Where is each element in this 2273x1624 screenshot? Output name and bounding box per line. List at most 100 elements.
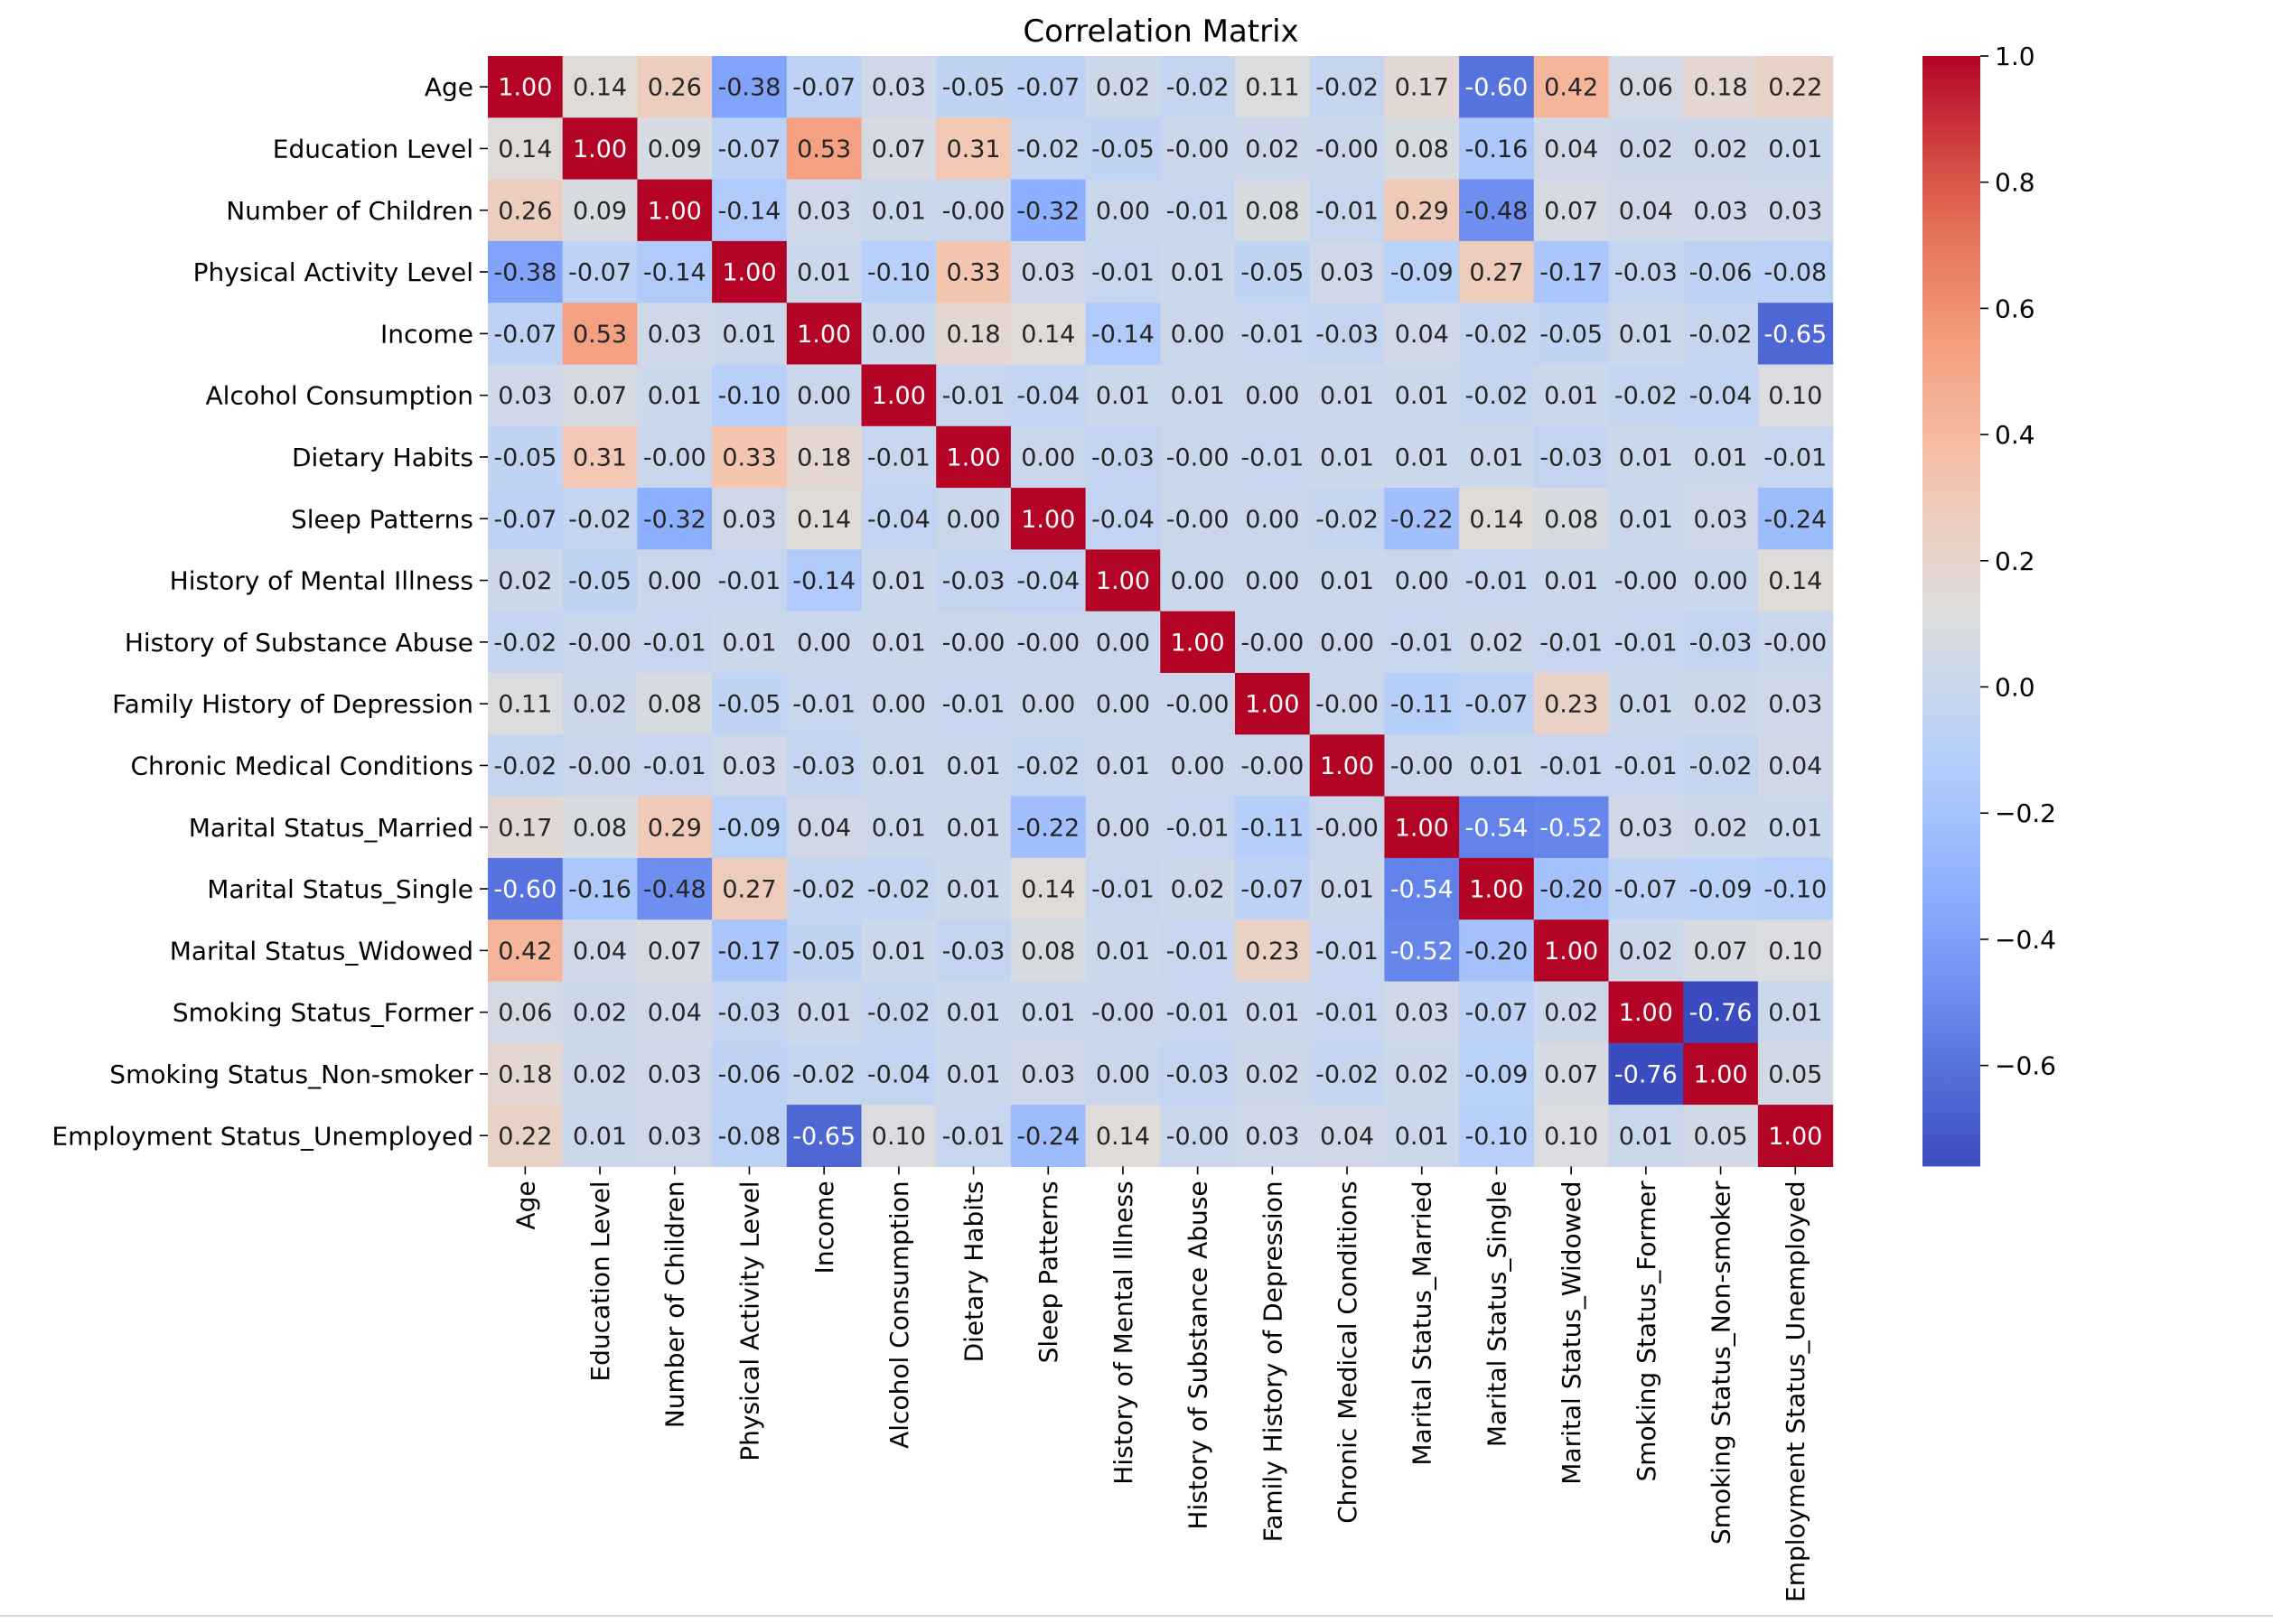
colorbar-tick-label: 0.6: [1995, 294, 2035, 323]
heatmap-cell: [1384, 488, 1460, 550]
cell-value-label: 0.53: [573, 321, 627, 349]
cell-value-label: -0.02: [493, 752, 557, 780]
heatmap-cell: [488, 857, 564, 920]
y-tick-label-education-level: Education Level: [273, 134, 473, 163]
heatmap-cell: [1160, 240, 1236, 303]
heatmap-cell: [1608, 364, 1684, 427]
heatmap-cell: [1235, 240, 1311, 303]
cell-value-label: 0.01: [872, 567, 926, 595]
chart-title: Correlation Matrix: [1023, 14, 1298, 50]
heatmap-cell: [712, 303, 788, 366]
heatmap-cell: [1085, 364, 1161, 427]
cell-value-label: -0.02: [1315, 506, 1379, 534]
heatmap-cell: [1160, 1105, 1236, 1167]
cell-value-label: -0.48: [1465, 197, 1529, 225]
cell-value-label: 0.01: [1171, 382, 1225, 410]
heatmap-cell: [1160, 179, 1236, 242]
cell-value-label: -0.01: [1465, 567, 1529, 595]
cell-value-label: 0.01: [1768, 135, 1822, 163]
cell-value-label: 0.01: [946, 1060, 1000, 1088]
cell-value-label: 0.08: [1395, 135, 1449, 163]
cell-value-label: -0.00: [1166, 1123, 1230, 1151]
cell-value-label: 1.00: [573, 135, 627, 163]
heatmap-cell: [712, 117, 788, 181]
heatmap-cell: [936, 734, 1012, 798]
heatmap-cell: [1683, 117, 1759, 181]
cell-value-label: -0.01: [1539, 629, 1603, 657]
heatmap-cell: [1608, 425, 1684, 489]
y-tick-label-history-of-substance-abuse: History of Substance Abuse: [125, 628, 473, 658]
cell-value-label: -0.00: [1763, 629, 1827, 657]
heatmap-cell: [861, 179, 937, 242]
heatmap-cell: [936, 56, 1012, 118]
cell-value-label: -0.00: [643, 443, 706, 471]
heatmap-cell: [637, 1105, 713, 1167]
cell-value-label: -0.20: [1465, 938, 1529, 966]
cell-value-label: 0.01: [872, 938, 926, 966]
cell-value-label: -0.07: [1465, 691, 1529, 719]
cell-value-label: -0.01: [942, 691, 1006, 719]
cell-value-label: -0.00: [1315, 691, 1379, 719]
cell-value-label: -0.07: [718, 135, 781, 163]
cell-value-label: -0.22: [1390, 506, 1454, 534]
cell-value-label: 0.01: [797, 259, 851, 287]
cell-value-label: -0.02: [792, 876, 856, 904]
heatmap-cell: [1309, 673, 1385, 735]
x-tick-label-family-history-of-depression: Family History of Depression: [1258, 1181, 1287, 1542]
heatmap-cell: [1459, 364, 1535, 427]
colorbar-tick-label: 0.4: [1995, 420, 2035, 450]
cell-value-label: -0.17: [1539, 259, 1603, 287]
heatmap-cell: [712, 179, 788, 242]
cell-value-label: 1.00: [498, 74, 552, 102]
heatmap-cell: [1085, 734, 1161, 798]
cell-value-label: -0.02: [1016, 135, 1080, 163]
cell-value-label: -0.04: [1689, 382, 1753, 410]
heatmap-cell: [1757, 425, 1834, 489]
heatmap-cell: [1683, 364, 1759, 427]
figure-bottom-border: [0, 1615, 2273, 1617]
cell-value-label: 0.22: [1768, 74, 1822, 102]
cell-value-label: 0.00: [1096, 814, 1150, 842]
cell-value-label: 0.02: [1544, 999, 1598, 1027]
heatmap-cell: [1608, 1042, 1684, 1106]
cell-value-label: -0.22: [1016, 814, 1080, 842]
cell-value-label: -0.00: [1315, 135, 1379, 163]
heatmap-cell: [1683, 857, 1759, 920]
cell-value-label: 0.03: [648, 1060, 702, 1088]
y-tick-label-employment-status-unemployed: Employment Status_Unemployed: [51, 1121, 473, 1151]
heatmap-cell: [1459, 919, 1535, 983]
heatmap-cell: [1235, 364, 1311, 427]
heatmap-cell: [1608, 117, 1684, 181]
heatmap-cell: [1533, 117, 1610, 181]
cell-value-label: 0.01: [872, 814, 926, 842]
y-tick-label-physical-activity-level: Physical Activity Level: [193, 257, 473, 287]
cell-value-label: 0.33: [946, 259, 1000, 287]
cell-value-label: 0.02: [1245, 1060, 1299, 1088]
cell-value-label: 0.31: [946, 135, 1000, 163]
heatmap-cell: [1608, 919, 1684, 983]
cell-value-label: 0.08: [1021, 938, 1075, 966]
heatmap-cell: [637, 488, 713, 550]
cell-value-label: 0.26: [498, 197, 552, 225]
cell-value-label: -0.02: [1166, 74, 1230, 102]
heatmap-cell: [1010, 919, 1087, 983]
cell-value-label: 0.01: [946, 876, 1000, 904]
heatmap-cell: [1459, 673, 1535, 735]
heatmap-cell: [1235, 857, 1311, 920]
cell-value-label: -0.00: [1016, 629, 1080, 657]
heatmap-cell: [1533, 857, 1610, 920]
cell-value-label: -0.00: [942, 629, 1006, 657]
heatmap-cell: [637, 240, 713, 303]
heatmap-cell: [1683, 179, 1759, 242]
cell-value-label: 0.00: [1245, 506, 1299, 534]
cell-value-label: -0.05: [1539, 321, 1603, 349]
x-tick-label-sleep-patterns: Sleep Patterns: [1034, 1181, 1063, 1363]
heatmap-cell: [562, 117, 638, 181]
cell-value-label: 0.02: [1171, 876, 1225, 904]
heatmap-cell: [562, 857, 638, 920]
cell-value-label: -0.38: [493, 259, 557, 287]
heatmap-cell: [637, 117, 713, 181]
cell-value-label: 0.03: [498, 382, 552, 410]
cell-value-label: -0.54: [1465, 814, 1529, 842]
